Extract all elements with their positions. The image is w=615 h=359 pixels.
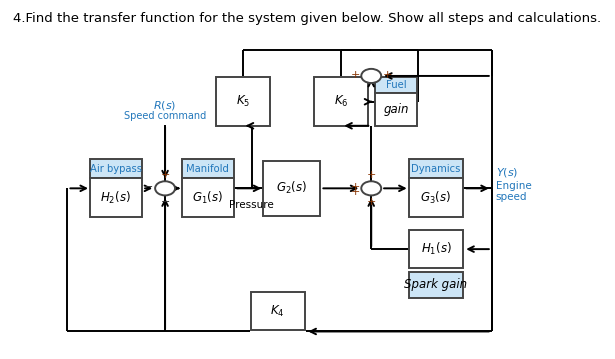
Text: +: +: [351, 182, 360, 192]
Circle shape: [361, 69, 381, 83]
FancyBboxPatch shape: [409, 178, 463, 218]
Text: Manifold: Manifold: [186, 164, 229, 174]
Text: −: −: [161, 197, 170, 207]
Text: Pressure: Pressure: [229, 200, 274, 210]
FancyBboxPatch shape: [182, 178, 234, 218]
Text: $K_5$: $K_5$: [236, 94, 250, 109]
FancyBboxPatch shape: [90, 178, 142, 218]
Text: +: +: [161, 170, 170, 180]
Text: $G_1(s)$: $G_1(s)$: [192, 190, 223, 206]
Text: speed: speed: [496, 192, 527, 202]
Text: $G_2(s)$: $G_2(s)$: [276, 180, 307, 196]
FancyBboxPatch shape: [90, 159, 142, 178]
FancyBboxPatch shape: [409, 159, 463, 178]
Text: $K_4$: $K_4$: [271, 303, 285, 318]
Text: Fuel: Fuel: [386, 80, 407, 90]
FancyBboxPatch shape: [409, 271, 463, 298]
Text: Air bypass: Air bypass: [90, 164, 142, 174]
Text: $K_6$: $K_6$: [334, 94, 349, 109]
Text: +: +: [351, 70, 360, 80]
Text: +: +: [367, 170, 376, 180]
Text: +: +: [383, 70, 392, 80]
FancyBboxPatch shape: [375, 77, 418, 93]
Text: gain: gain: [383, 103, 409, 116]
Text: Dynamics: Dynamics: [411, 164, 461, 174]
Text: −: −: [145, 182, 154, 192]
Circle shape: [155, 181, 175, 195]
Text: $R(s)$: $R(s)$: [153, 99, 177, 112]
Text: +: +: [351, 187, 360, 197]
FancyBboxPatch shape: [251, 292, 304, 330]
FancyBboxPatch shape: [409, 230, 463, 268]
FancyBboxPatch shape: [182, 159, 234, 178]
Text: 4.Find the transfer function for the system given below. Show all steps and calc: 4.Find the transfer function for the sys…: [14, 11, 601, 25]
Text: Spark gain: Spark gain: [405, 278, 467, 291]
FancyBboxPatch shape: [375, 93, 418, 126]
FancyBboxPatch shape: [263, 161, 320, 216]
FancyBboxPatch shape: [314, 77, 368, 126]
Text: $G_3(s)$: $G_3(s)$: [421, 190, 451, 206]
Text: Engine: Engine: [496, 181, 531, 191]
Text: $Y(s)$: $Y(s)$: [496, 166, 518, 179]
Text: +: +: [367, 197, 376, 207]
Text: $H_1(s)$: $H_1(s)$: [421, 241, 451, 257]
Text: $H_2(s)$: $H_2(s)$: [100, 190, 131, 206]
Circle shape: [361, 181, 381, 195]
Text: Speed command: Speed command: [124, 111, 206, 121]
FancyBboxPatch shape: [216, 77, 269, 126]
